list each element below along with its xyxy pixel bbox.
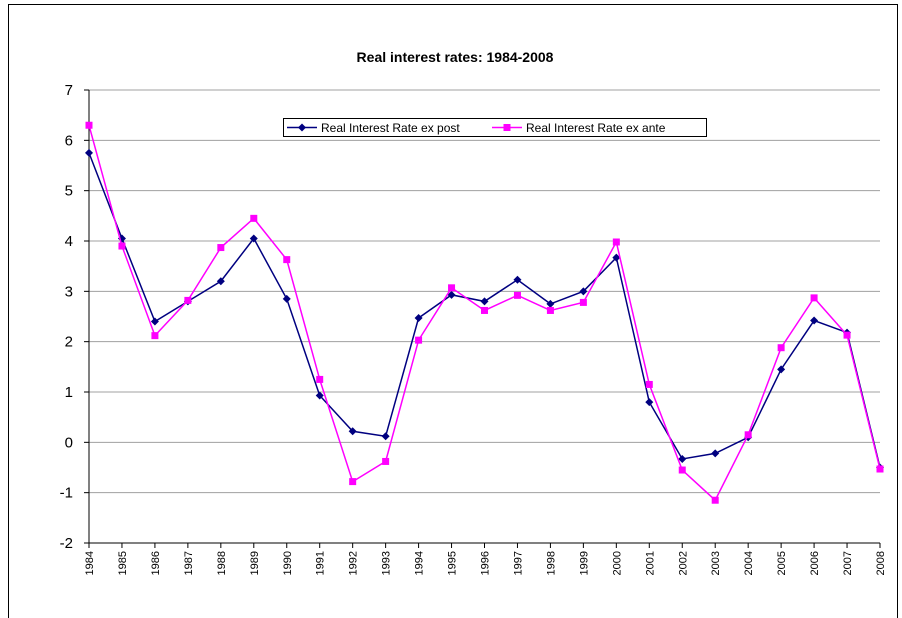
point (513, 275, 522, 284)
legend: Real Interest Rate ex post Real Interest … (283, 118, 707, 137)
x-tick-label: 1990 (282, 551, 294, 575)
point (810, 316, 819, 325)
x-tick-label: 1991 (315, 551, 327, 575)
point (777, 365, 786, 374)
point (447, 290, 456, 299)
x-tick-label: 2005 (776, 551, 788, 575)
point (546, 306, 554, 314)
point (250, 214, 258, 222)
point (283, 256, 291, 264)
point (282, 294, 291, 303)
point (448, 284, 456, 292)
x-tick-label: 1995 (447, 551, 459, 575)
point (711, 496, 719, 504)
y-tick-label: -2 (60, 535, 73, 552)
point (316, 375, 324, 383)
point (348, 427, 357, 436)
legend-marker (503, 124, 511, 131)
point (151, 332, 159, 340)
chart-title: Real interest rates: 1984-2008 (357, 49, 554, 65)
point (414, 314, 423, 323)
point (678, 466, 686, 474)
y-tick-label: 7 (65, 82, 73, 99)
point (382, 457, 390, 465)
point (315, 391, 324, 400)
x-tick-label: 1994 (414, 551, 426, 575)
point (579, 298, 587, 306)
legend-marker (298, 123, 306, 132)
y-tick-label: 6 (65, 132, 73, 149)
x-tick-label: 2008 (875, 551, 887, 575)
point (85, 148, 93, 157)
y-tick-label: 1 (65, 384, 73, 401)
point (415, 336, 423, 344)
x-tick-label: 2006 (809, 551, 821, 575)
x-tick-label: 1996 (480, 551, 492, 575)
point (645, 380, 653, 388)
x-tick-label: 1986 (150, 551, 162, 575)
legend-label: Real Interest Rate ex post (321, 121, 460, 135)
chart-frame (8, 4, 898, 618)
x-tick-label: 2007 (842, 551, 854, 575)
x-tick-label: 2004 (743, 551, 755, 575)
point (579, 287, 588, 296)
point (216, 277, 225, 286)
y-tick-label: 5 (65, 183, 73, 200)
point (118, 242, 126, 250)
point (843, 331, 851, 339)
x-tick-label: 2000 (611, 551, 623, 575)
x-tick-label: 1997 (512, 551, 524, 575)
point (481, 306, 488, 314)
point (711, 449, 720, 458)
point (249, 234, 258, 243)
x-tick-label: 2002 (677, 551, 689, 575)
point (876, 465, 884, 473)
x-tick-label: 1993 (381, 551, 393, 575)
x-tick-label: 1998 (545, 551, 557, 575)
point (678, 454, 687, 463)
y-tick-label: -1 (60, 485, 73, 502)
point (777, 344, 785, 352)
point (85, 121, 93, 129)
x-tick-label: 2001 (644, 551, 656, 575)
point (513, 291, 521, 299)
point (150, 317, 159, 326)
point (217, 244, 225, 252)
point (480, 297, 489, 306)
point (349, 478, 357, 486)
x-tick-label: 1999 (578, 551, 590, 575)
point (612, 253, 621, 262)
legend-label: Real Interest Rate ex ante (526, 121, 666, 135)
point (184, 296, 192, 304)
x-tick-label: 1985 (117, 551, 129, 575)
y-tick-label: 2 (65, 334, 73, 351)
x-tick-label: 1987 (183, 551, 195, 575)
x-tick-label: 1992 (348, 551, 360, 575)
y-tick-label: 0 (65, 434, 73, 451)
point (810, 294, 818, 302)
x-tick-label: 2003 (710, 551, 722, 575)
y-tick-label: 3 (65, 283, 73, 300)
y-tick-label: 4 (65, 233, 73, 250)
x-tick-label: 1989 (249, 551, 261, 575)
point (546, 299, 555, 308)
point (381, 432, 390, 441)
point (744, 431, 752, 439)
point (612, 238, 620, 246)
x-tick-label: 1988 (216, 551, 228, 575)
x-tick-label: 1984 (84, 551, 96, 575)
point (645, 398, 654, 407)
